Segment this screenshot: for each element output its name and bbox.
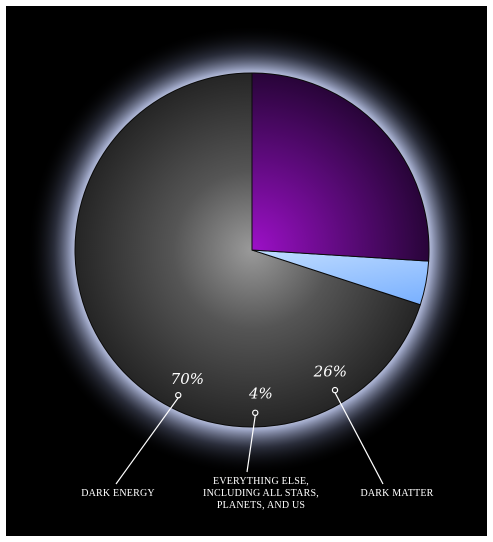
value-label-everything-else: 4% bbox=[248, 384, 273, 402]
pie-chart: 70% DARK ENERGY 4% EVERYTHING ELSE, INCLUDIN… bbox=[27, 25, 477, 511]
value-label-dark-matter: 26% bbox=[313, 362, 347, 380]
leader-line-dark-energy bbox=[115, 397, 179, 485]
category-label-dark-matter: DARK MATTER bbox=[360, 488, 433, 499]
leader-line-everything-else bbox=[246, 415, 256, 473]
value-label-dark-energy: 70% bbox=[171, 370, 204, 388]
chart-canvas: 70% DARK ENERGY 4% EVERYTHING ELSE, INCLUDIN… bbox=[6, 6, 487, 536]
leader-line-dark-matter bbox=[334, 392, 384, 485]
category-label-everything-else: EVERYTHING ELSE, INCLUDING ALL STARS, PLAN… bbox=[203, 476, 319, 511]
pie-slice-dark-matter bbox=[251, 72, 430, 262]
pie-slice-dark-energy bbox=[74, 72, 421, 428]
category-label-dark-energy: DARK ENERGY bbox=[81, 488, 155, 499]
